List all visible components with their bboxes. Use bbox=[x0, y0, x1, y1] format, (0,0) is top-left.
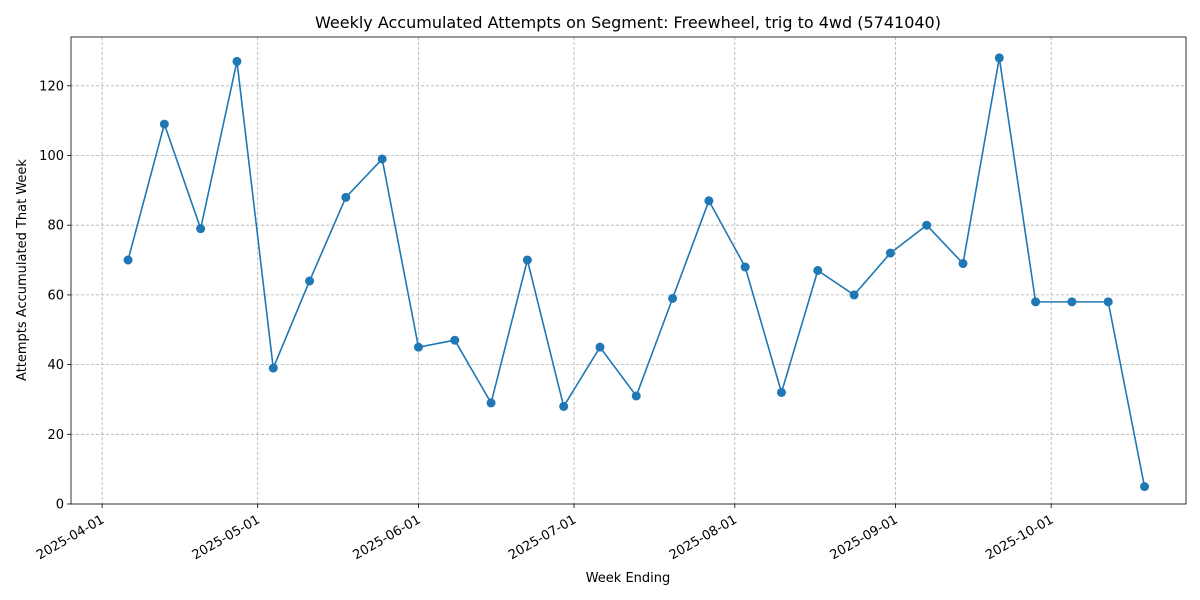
plot-area-frame bbox=[70, 36, 1187, 505]
data-point bbox=[1067, 297, 1077, 307]
data-point bbox=[776, 387, 786, 397]
y-tick-label: 40 bbox=[47, 358, 64, 373]
data-point bbox=[1140, 482, 1150, 492]
chart-title: Weekly Accumulated Attempts on Segment: … bbox=[315, 13, 941, 32]
data-point bbox=[704, 196, 714, 206]
data-point bbox=[196, 224, 206, 234]
x-tick-label: 2025-05-01 bbox=[190, 512, 263, 563]
grid-lines bbox=[71, 37, 1186, 505]
y-axis-label: Attempts Accumulated That Week bbox=[15, 159, 30, 381]
data-point bbox=[631, 391, 641, 401]
data-point bbox=[668, 293, 678, 303]
data-point bbox=[268, 363, 278, 373]
data-point bbox=[1103, 297, 1113, 307]
data-point bbox=[994, 53, 1004, 63]
data-point bbox=[522, 255, 532, 265]
data-point bbox=[958, 259, 968, 269]
x-tick-label: 2025-04-01 bbox=[34, 512, 107, 563]
data-point bbox=[849, 290, 859, 300]
series-line bbox=[127, 57, 1146, 487]
y-tick-label: 20 bbox=[47, 428, 64, 443]
axis-ticks: 2025-04-01 2025-05-01 2025-06-01 2025-07-01… bbox=[34, 79, 1056, 563]
y-tick-label: 0 bbox=[56, 498, 64, 513]
x-tick-label: 2025-08-01 bbox=[667, 512, 740, 563]
data-point bbox=[341, 192, 351, 202]
data-point bbox=[486, 398, 496, 408]
data-point bbox=[159, 119, 169, 129]
x-tick-label: 2025-06-01 bbox=[351, 512, 424, 563]
data-point bbox=[232, 56, 242, 66]
data-point bbox=[377, 154, 387, 164]
data-point bbox=[740, 262, 750, 272]
data-point bbox=[559, 401, 569, 411]
x-tick-label: 2025-07-01 bbox=[506, 512, 579, 563]
data-series bbox=[123, 53, 1150, 492]
data-point bbox=[123, 255, 133, 265]
x-axis-label: Week Ending bbox=[586, 571, 671, 586]
y-tick-label: 100 bbox=[39, 149, 64, 164]
data-point bbox=[413, 342, 423, 352]
data-point bbox=[885, 248, 895, 258]
x-tick-label: 2025-09-01 bbox=[828, 512, 901, 563]
data-point bbox=[595, 342, 605, 352]
x-tick-label: 2025-10-01 bbox=[983, 512, 1056, 563]
data-point bbox=[1031, 297, 1041, 307]
data-point bbox=[813, 266, 823, 275]
y-tick-label: 60 bbox=[47, 288, 64, 303]
y-tick-label: 80 bbox=[47, 219, 64, 234]
y-tick-label: 120 bbox=[39, 79, 64, 94]
data-point bbox=[305, 276, 315, 286]
data-point bbox=[450, 335, 460, 345]
data-point bbox=[922, 220, 932, 230]
